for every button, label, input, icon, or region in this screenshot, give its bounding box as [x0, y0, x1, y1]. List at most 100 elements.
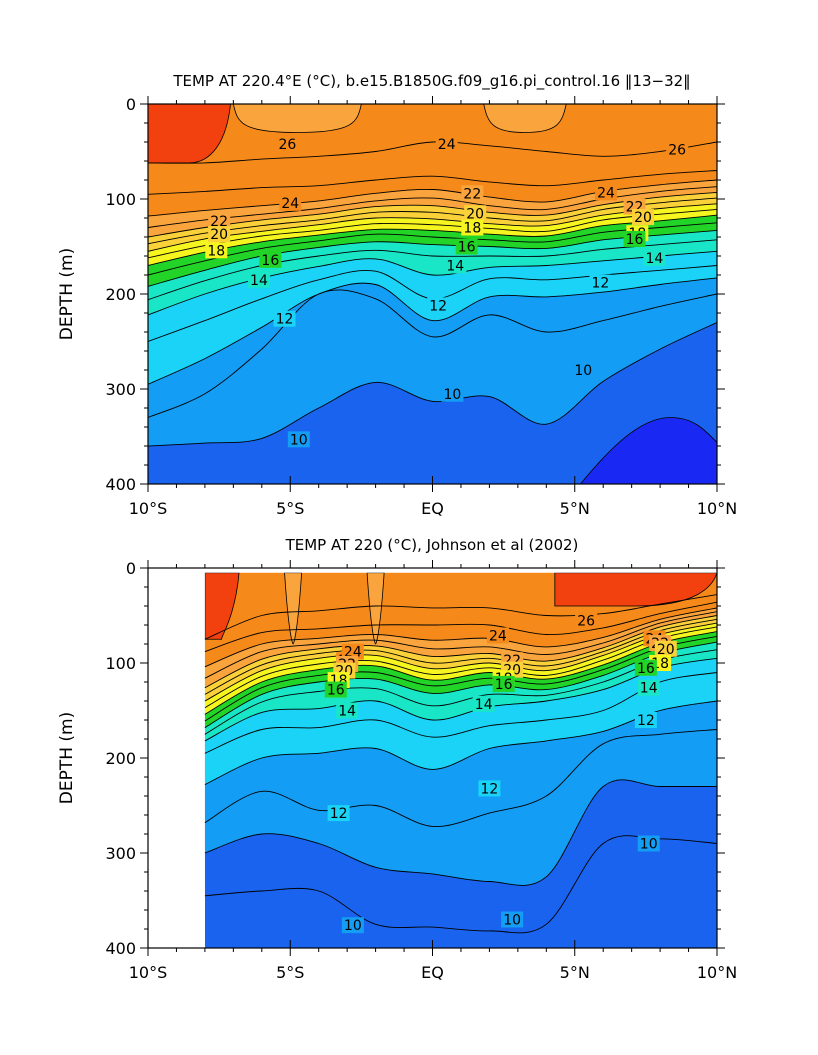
- contour-label-text: 10: [290, 432, 308, 448]
- bottom-y-axis-title: DEPTH (m): [57, 712, 77, 804]
- y-tick-label-3: 300: [105, 380, 136, 399]
- contour-label-bg: [205, 242, 228, 259]
- surface-outcrop-0: [232, 104, 362, 133]
- contour-label-10: 22: [461, 185, 484, 202]
- isotherm-23: [204, 611, 717, 679]
- contour-label-bg: [336, 702, 359, 719]
- contour-label-text: 22: [210, 214, 228, 230]
- contour-label-bg: [464, 205, 487, 222]
- contour-label-14: 14: [444, 257, 467, 275]
- contour-label-bg: [637, 679, 660, 696]
- x-tick-label-3: 5°N: [560, 963, 590, 982]
- contour-label-12: 18: [461, 219, 484, 237]
- contour-label-text: 16: [626, 232, 644, 248]
- contour-label-bg: [472, 695, 495, 712]
- contour-label-bg: [427, 297, 450, 314]
- contour-label-16: 10: [441, 385, 464, 403]
- contour-label-22: 16: [623, 230, 646, 248]
- contour-label-text: 24: [438, 137, 456, 153]
- contour-label-bg: [666, 141, 689, 158]
- x-tick-label-2: EQ: [421, 963, 444, 982]
- contour-label-text: 26: [278, 137, 296, 153]
- contour-label-11: 20: [464, 205, 487, 222]
- y-tick-label-4: 400: [105, 475, 136, 494]
- contour-label-3: 20: [208, 226, 231, 243]
- contour-label-bg: [632, 209, 655, 226]
- x-tick-label-1: 5°S: [276, 499, 304, 518]
- isotherm-16: [204, 641, 717, 728]
- isotherm-14: [204, 657, 717, 742]
- contour-label-text: 16: [327, 683, 345, 699]
- contour-label-text: 18: [463, 221, 481, 237]
- isotherm-10: [148, 322, 717, 447]
- contour-label-text: 16: [637, 661, 655, 677]
- isotherm-15: [204, 649, 717, 735]
- contour-label-22: 16: [634, 659, 657, 677]
- surface-outcrop-2: [284, 572, 303, 645]
- contour-label-15: 12: [427, 297, 450, 314]
- contour-label-text: 16: [458, 240, 476, 256]
- contour-label-6: 14: [336, 702, 359, 720]
- isotherm-23: [148, 186, 717, 228]
- contour-label-23: 14: [643, 249, 666, 267]
- contour-label-bg: [461, 185, 484, 202]
- contour-label-text: 22: [463, 186, 481, 202]
- contour-label-bg: [634, 659, 657, 676]
- contour-label-text: 20: [466, 206, 484, 222]
- isotherm-16: [148, 229, 717, 287]
- contour-label-text: 12: [637, 713, 655, 729]
- contour-label-text: 12: [330, 806, 348, 822]
- contour-label-bg: [441, 385, 464, 402]
- bottom-axes: 10°S 5°S EQ 5°N 10°N 0 100 200 300 400: [105, 559, 737, 982]
- contour-label-bg: [341, 643, 364, 660]
- isotherm-17: [148, 222, 717, 276]
- contour-label-bg: [273, 310, 296, 327]
- contour-label-text: 18: [207, 243, 225, 259]
- isotherm-20: [204, 622, 717, 702]
- contour-label-bg: [589, 274, 612, 291]
- isotherm-10: [204, 779, 717, 886]
- contour-label-8: 10: [341, 917, 364, 934]
- bottom-temperature-fills: [148, 568, 717, 948]
- contour-label-text: 14: [446, 259, 464, 275]
- isotherm-19: [204, 626, 717, 708]
- top-axes: 10°S 5°S EQ 5°N 10°N 0 100 200 300 400: [105, 95, 737, 518]
- x-tick-label-3: 5°N: [560, 499, 590, 518]
- contour-label-text: 14: [250, 273, 268, 289]
- no-data-region: [148, 568, 205, 948]
- contour-label-bg: [444, 257, 467, 274]
- contour-label-bg: [435, 135, 458, 152]
- contour-label-bg: [643, 249, 666, 266]
- y-tick-label-0: 0: [126, 559, 136, 578]
- contour-label-bg: [455, 238, 478, 255]
- contour-label-9: 24: [486, 627, 509, 644]
- contour-label-13: 16: [455, 238, 478, 256]
- contour-label-bg: [208, 226, 231, 243]
- contour-label-text: 24: [489, 628, 507, 644]
- contour-label-24: 12: [634, 712, 657, 729]
- contour-label-bg: [575, 612, 598, 629]
- surface-outcrop-3: [366, 572, 385, 645]
- contour-label-text: 24: [281, 196, 299, 212]
- isotherm-26: [148, 141, 717, 164]
- isotherm-24: [148, 179, 717, 217]
- isotherm-20: [148, 203, 717, 252]
- contour-label-text: 20: [657, 642, 675, 658]
- contour-label-24: 12: [589, 274, 612, 292]
- bottom-panel-title: TEMP AT 220 (°C), Johnson et al (2002): [285, 536, 579, 554]
- top-y-axis-title: DEPTH (m): [57, 248, 77, 340]
- contour-label-text: 16: [261, 253, 279, 269]
- contour-label-bg: [486, 627, 509, 644]
- bottom-contour-labels: 2624222018161412102422201816141210262422…: [324, 612, 677, 934]
- no-data-top-strip: [148, 568, 717, 573]
- contour-label-text: 12: [591, 276, 609, 292]
- x-tick-label-2: EQ: [421, 499, 444, 518]
- contour-label-text: 14: [338, 704, 356, 720]
- x-tick-label-0: 10°S: [129, 499, 168, 518]
- contour-label-9: 24: [435, 135, 458, 153]
- contour-label-text: 26: [577, 613, 595, 629]
- isotherm-22: [204, 615, 717, 689]
- contour-label-4: 18: [205, 242, 228, 259]
- contour-label-bg: [595, 184, 618, 201]
